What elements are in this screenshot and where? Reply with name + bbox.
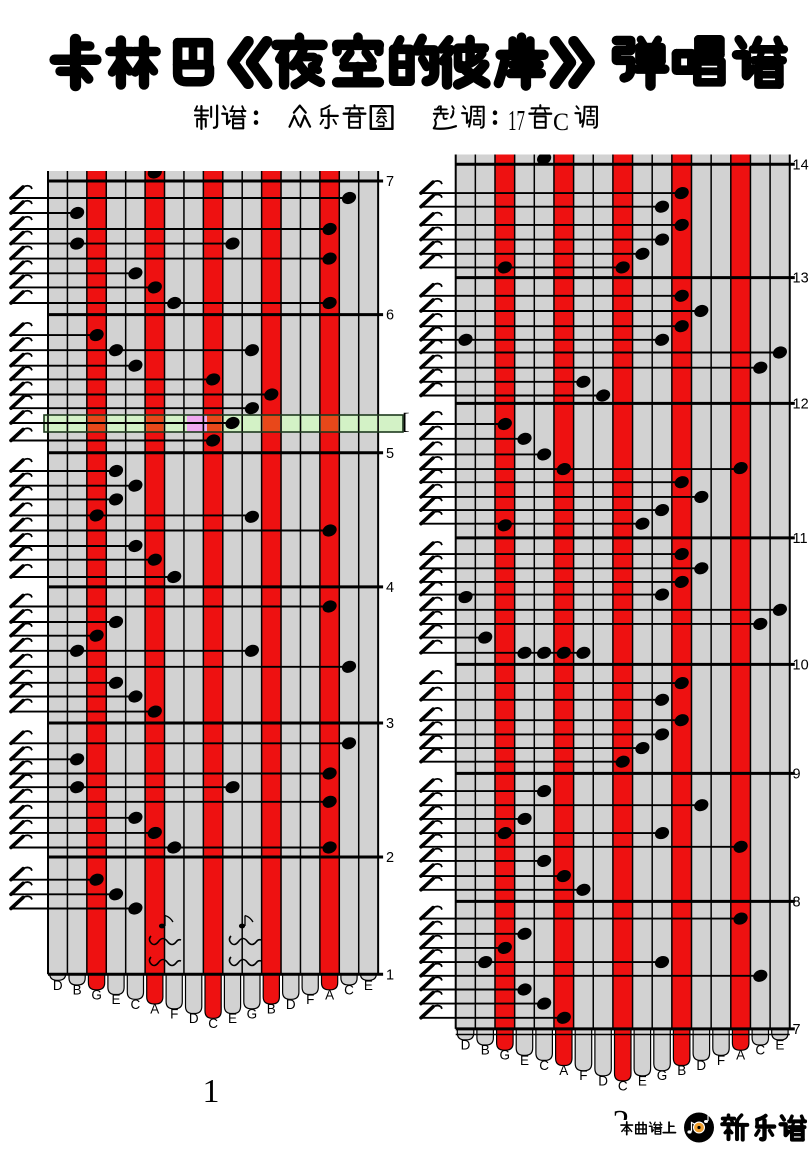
- svg-text:C: C: [208, 1016, 218, 1031]
- svg-text:17: 17: [508, 106, 525, 137]
- svg-text:C: C: [131, 997, 141, 1012]
- svg-text:B: B: [677, 1063, 686, 1078]
- svg-text:9: 9: [793, 766, 801, 782]
- svg-text:F: F: [170, 1006, 178, 1021]
- svg-text:3: 3: [386, 716, 394, 732]
- svg-text:E: E: [520, 1053, 529, 1068]
- svg-text:G: G: [657, 1068, 668, 1083]
- svg-text:E: E: [111, 992, 120, 1007]
- svg-text:12: 12: [793, 396, 809, 412]
- svg-text:13: 13: [793, 271, 809, 287]
- svg-text:D: D: [189, 1011, 199, 1026]
- svg-text:2: 2: [386, 850, 394, 866]
- svg-text:14: 14: [793, 157, 809, 173]
- svg-text:C: C: [553, 109, 569, 136]
- svg-text:8: 8: [793, 894, 801, 910]
- svg-text:C: C: [344, 983, 354, 998]
- svg-text:6: 6: [386, 308, 394, 324]
- svg-text:G: G: [500, 1048, 511, 1063]
- svg-text:E: E: [364, 978, 373, 993]
- svg-text:F: F: [579, 1068, 587, 1083]
- svg-text:A: A: [736, 1048, 745, 1063]
- svg-text:1: 1: [203, 1073, 220, 1110]
- svg-text:D: D: [53, 978, 63, 993]
- svg-text:5: 5: [386, 446, 394, 462]
- svg-text:B: B: [267, 1002, 276, 1017]
- svg-text:G: G: [91, 987, 102, 1002]
- svg-text:B: B: [481, 1043, 490, 1058]
- svg-text:C: C: [618, 1078, 628, 1093]
- svg-text:F: F: [306, 992, 314, 1007]
- svg-text:7: 7: [793, 1022, 801, 1038]
- svg-text:D: D: [461, 1037, 471, 1052]
- svg-text:1: 1: [386, 967, 394, 983]
- svg-text:A: A: [325, 987, 334, 1002]
- svg-text:10: 10: [793, 657, 809, 673]
- svg-text:E: E: [638, 1073, 647, 1088]
- svg-text:C: C: [755, 1043, 765, 1058]
- svg-text:11: 11: [793, 531, 808, 547]
- svg-text:E: E: [775, 1037, 784, 1052]
- svg-text:D: D: [286, 997, 296, 1012]
- svg-text:E: E: [228, 1011, 237, 1026]
- svg-text:B: B: [73, 983, 82, 998]
- svg-text:D: D: [598, 1073, 608, 1088]
- svg-text:2: 2: [613, 1104, 630, 1141]
- svg-text:4: 4: [386, 580, 394, 596]
- svg-text:7: 7: [386, 174, 394, 190]
- svg-text:G: G: [247, 1006, 258, 1021]
- svg-text:[: [: [402, 409, 410, 434]
- svg-text:C: C: [539, 1058, 549, 1073]
- svg-text:A: A: [559, 1063, 568, 1078]
- svg-text:F: F: [717, 1053, 725, 1068]
- svg-text:A: A: [150, 1002, 159, 1017]
- svg-text:D: D: [696, 1058, 706, 1073]
